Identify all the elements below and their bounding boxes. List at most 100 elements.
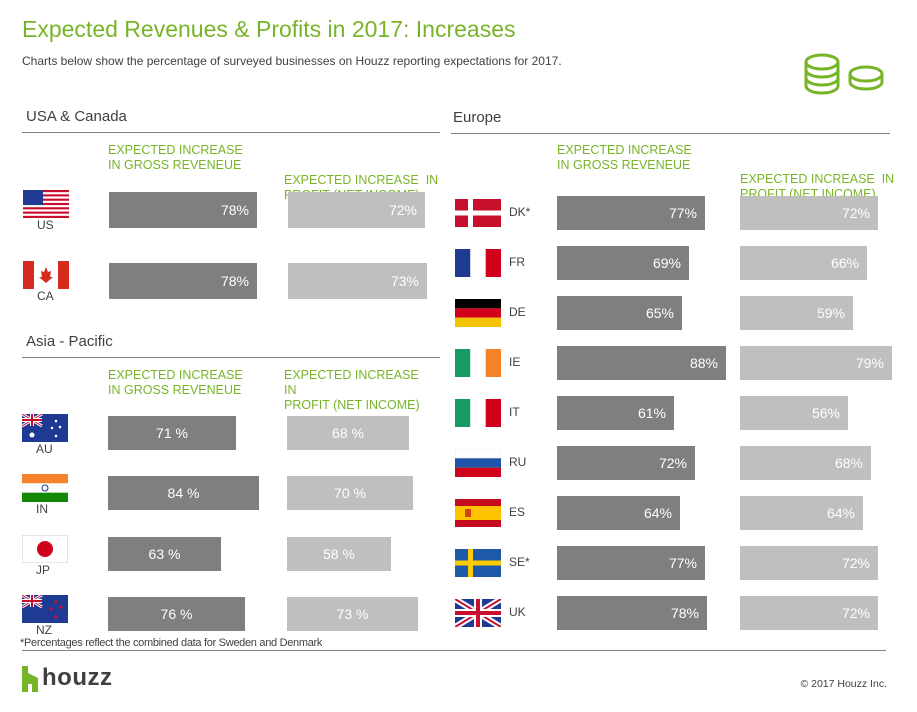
profit-bar-uk: 72% (740, 596, 878, 630)
bar-value-label: 78% (220, 202, 249, 218)
flag-ru-icon (455, 449, 501, 477)
country-code-es: ES (509, 505, 526, 519)
flag-in-icon (22, 474, 68, 502)
europe-gross-header: EXPECTED INCREASE IN GROSS REVENEUE (557, 143, 692, 172)
country-code-it: IT (509, 405, 520, 419)
section-divider (22, 357, 440, 358)
section-title-europe: Europe (453, 109, 502, 126)
profit-bar-in: 70 % (287, 476, 413, 510)
bar-value-label: 72% (658, 455, 687, 471)
profit-bar-it: 56% (740, 396, 848, 430)
profit-bar-jp: 58 % (287, 537, 391, 571)
bar-value-label: 56% (811, 405, 840, 421)
country-code-se: SE* (509, 555, 530, 569)
profit-bar-ru: 68% (740, 446, 871, 480)
bar-value-label: 72% (388, 202, 417, 218)
flag-nz-icon (22, 595, 68, 623)
gross-revenue-bar-dk: 77% (557, 196, 705, 230)
bar-value-label: 76 % (160, 606, 193, 622)
bar-value-label: 70 % (334, 485, 366, 501)
flag-uk-icon (455, 599, 501, 627)
country-code-ca: CA (37, 289, 54, 303)
gross-revenue-bar-it: 61% (557, 396, 674, 430)
bar-value-label: 78% (220, 273, 249, 289)
profit-bar-fr: 66% (740, 246, 867, 280)
country-code-de: DE (509, 305, 526, 319)
brand-logo-text: houzz (42, 664, 113, 691)
bar-value-label: 88% (689, 355, 718, 371)
asia-profit-header: EXPECTED INCREASE IN PROFIT (NET INCOME) (284, 368, 420, 412)
country-code-dk: DK* (509, 205, 531, 219)
page-subtitle: Charts below show the percentage of surv… (22, 54, 562, 68)
gross-revenue-bar-uk: 78% (557, 596, 707, 630)
flag-ca-icon (23, 261, 69, 289)
bar-value-label: 58 % (323, 546, 355, 562)
bar-value-label: 68 % (332, 425, 364, 441)
bar-value-label: 69% (652, 255, 681, 271)
bar-value-label: 63 % (148, 546, 181, 562)
bar-value-label: 72% (841, 205, 870, 221)
flag-fr-icon (455, 249, 501, 277)
coins-icon (804, 53, 884, 95)
gross-revenue-bar-us: 78% (109, 192, 257, 228)
flag-it-icon (455, 399, 501, 427)
gross-revenue-bar-in: 84 % (108, 476, 259, 510)
footer-divider (22, 650, 886, 651)
asia-gross-header: EXPECTED INCREASE IN GROSS REVENEUE (108, 368, 243, 397)
profit-bar-se: 72% (740, 546, 878, 580)
bar-value-label: 71 % (156, 425, 188, 441)
flag-se-icon (455, 549, 501, 577)
houzz-logo-icon (22, 666, 38, 692)
profit-bar-ie: 79% (740, 346, 892, 380)
bar-value-label: 65% (645, 305, 674, 321)
profit-bar-de: 59% (740, 296, 853, 330)
country-code-au: AU (36, 442, 53, 456)
flag-es-icon (455, 499, 501, 527)
bar-value-label: 72% (841, 605, 870, 621)
flag-ie-icon (455, 349, 501, 377)
flag-jp-icon (22, 535, 68, 563)
bar-value-label: 68% (834, 455, 863, 471)
country-code-uk: UK (509, 605, 526, 619)
gross-revenue-bar-de: 65% (557, 296, 682, 330)
bar-value-label: 72% (841, 555, 870, 571)
section-title-usa-canada: USA & Canada (26, 108, 127, 125)
bar-value-label: 73% (390, 273, 419, 289)
country-code-nz: NZ (36, 623, 52, 637)
bar-value-label: 84 % (167, 485, 200, 501)
gross-revenue-bar-au: 71 % (108, 416, 236, 450)
bar-value-label: 77% (668, 555, 697, 571)
country-code-jp: JP (36, 563, 51, 577)
profit-bar-dk: 72% (740, 196, 878, 230)
footnote: *Percentages reflect the combined data f… (20, 637, 323, 649)
gross-revenue-bar-jp: 63 % (108, 537, 221, 571)
gross-revenue-bar-es: 64% (557, 496, 680, 530)
bar-value-label: 64% (826, 505, 855, 521)
flag-dk-icon (455, 199, 501, 227)
section-divider (22, 132, 440, 133)
bar-value-label: 59% (816, 305, 845, 321)
page-title: Expected Revenues & Profits in 2017: Inc… (22, 16, 516, 42)
bar-value-label: 78% (670, 605, 699, 621)
bar-value-label: 77% (668, 205, 697, 221)
flag-au-icon (22, 414, 68, 442)
copyright: © 2017 Houzz Inc. (800, 678, 887, 690)
country-code-fr: FR (509, 255, 525, 269)
bar-value-label: 61% (637, 405, 666, 421)
country-code-us: US (37, 218, 54, 232)
country-code-ru: RU (509, 455, 527, 469)
gross-revenue-bar-se: 77% (557, 546, 705, 580)
profit-bar-au: 68 % (287, 416, 409, 450)
gross-revenue-bar-nz: 76 % (108, 597, 245, 631)
bar-value-label: 73 % (336, 606, 369, 622)
gross-revenue-bar-fr: 69% (557, 246, 689, 280)
usa-gross-header: EXPECTED INCREASE IN GROSS REVENEUE (108, 143, 243, 172)
bar-value-label: 66% (830, 255, 859, 271)
country-code-ie: IE (509, 355, 521, 369)
bar-value-label: 79% (855, 355, 884, 371)
section-divider (451, 133, 890, 134)
flag-de-icon (455, 299, 501, 327)
profit-bar-us: 72% (288, 192, 425, 228)
country-code-in: IN (36, 502, 48, 516)
bar-value-label: 64% (643, 505, 672, 521)
